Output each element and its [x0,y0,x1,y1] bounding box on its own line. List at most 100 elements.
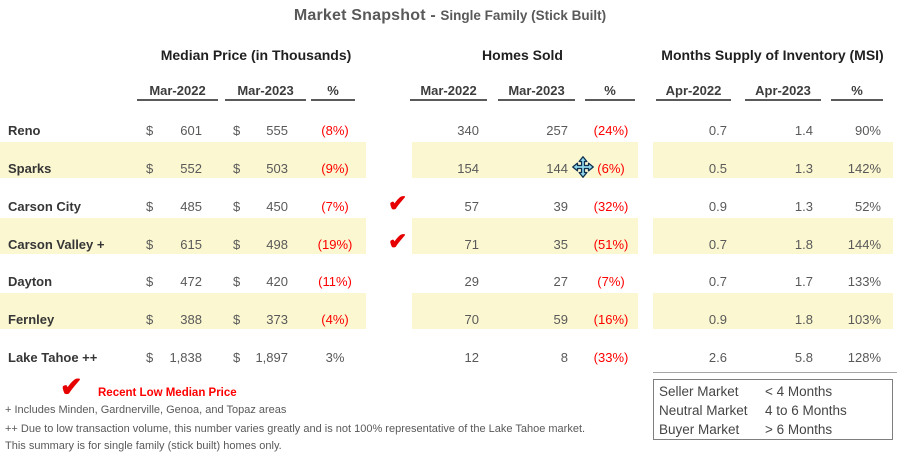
median-price-2022: 601 [180,123,202,138]
msi-2022: 0.9 [708,312,727,328]
currency-symbol: $ [233,123,241,138]
area-name: Carson City [8,198,81,214]
currency-symbol: $ [233,274,241,290]
msi-2022: 2.6 [708,350,727,366]
homes-sold-2022: 57 [464,198,479,214]
homes-sold-pct-change: (51%) [593,236,629,252]
legend-label: Buyer Market [659,422,740,437]
msi-2022: 0.9 [708,198,727,214]
median-price-2023: 373 [266,312,288,328]
median-price-pct-change: (7%) [321,198,349,214]
row-highlight-band [0,217,366,254]
homes-sold-2023: 39 [553,198,568,214]
legend-check-label: Recent Low Median Price [98,387,237,399]
msi-2022: 0.7 [708,236,727,252]
col-header-median-pct: % [311,81,355,101]
area-name: Lake Tahoe ++ [8,350,98,366]
currency-symbol: $ [233,312,241,328]
msi-2022: 0.7 [708,123,727,138]
median-price-2023: 1,897 [255,350,288,366]
table-row: Carson City $ 485 $ 450 (7%) 57 39 (32%)… [0,188,900,226]
msi-2023: 1.3 [794,198,813,214]
col-header-homes-mar2022: Mar-2022 [410,81,487,101]
msi-2023: 1.7 [794,274,813,290]
median-price-pct-change: (11%) [318,274,352,290]
median-price-2022: 615 [180,236,202,252]
median-price-pct-change: (19%) [317,236,353,252]
area-name: Reno [8,123,41,138]
median-price-2022: 1,838 [169,350,202,366]
col-header-median-mar2022: Mar-2022 [137,81,218,101]
homes-sold-2023: 257 [546,123,568,138]
move-cursor-icon [572,156,594,178]
msi-pct-change: 144% [847,236,881,252]
msi-pct-change: 90% [854,123,881,138]
footnote-summary: This summary is for single family (stick… [5,440,282,452]
currency-symbol: $ [146,198,154,214]
median-price-pct-change: 3% [325,350,345,366]
msi-pct-change: 142% [847,160,881,176]
section-header-msi: Months Supply of Inventory (MSI) [661,47,884,63]
legend-row-buyer: Buyer Market > 6 Months [659,420,892,439]
msi-2022: 0.7 [708,274,727,290]
footnote-plus: + Includes Minden, Gardnerville, Genoa, … [5,404,287,416]
col-header-msi-apr2023: Apr-2023 [745,81,821,101]
currency-symbol: $ [233,350,241,366]
row-highlight-band [412,217,638,254]
homes-sold-pct-change: (16%) [593,312,629,328]
median-price-pct-change: (8%) [321,123,349,138]
col-header-msi-apr2022: Apr-2022 [656,81,731,101]
legend-value: 4 to 6 Months [765,403,847,418]
legend-label: Seller Market [659,384,739,399]
homes-sold-pct-change: (33%) [593,350,629,366]
homes-sold-2022: 154 [457,160,479,176]
col-header-homes-pct: % [585,81,635,101]
table-row: Carson Valley + $ 615 $ 498 (19%) 71 35 … [0,217,900,264]
currency-symbol: $ [146,350,154,366]
currency-symbol: $ [233,160,241,176]
table-row: Dayton $ 472 $ 420 (11%) 29 27 (7%) 0.7 … [0,263,900,301]
legend-check-icon [60,372,83,403]
msi-2023: 1.3 [794,160,813,176]
homes-sold-2023: 59 [553,312,568,328]
row-highlight-band [0,141,366,178]
homes-sold-2022: 340 [457,123,479,138]
median-price-2022: 552 [180,160,202,176]
homes-sold-2023: 35 [553,236,568,252]
homes-sold-pct-change: (7%) [597,274,625,290]
msi-pct-change: 128% [847,350,881,366]
median-price-2022: 485 [180,198,202,214]
median-price-2022: 472 [180,274,202,290]
msi-2023: 1.8 [794,236,813,252]
title-sub: Single Family (Stick Built) [440,8,607,23]
median-price-2023: 450 [266,198,288,214]
table-row: Sparks $ 552 $ 503 (9%) 154 144 (6%) 0.5… [0,141,900,188]
msi-2023: 1.4 [794,123,813,138]
homes-sold-2023: 144 [546,160,568,176]
row-highlight-band [653,217,893,254]
median-price-pct-change: (4%) [321,312,349,328]
currency-symbol: $ [233,198,241,214]
title-main: Market Snapshot - [293,7,436,24]
legend-label: Neutral Market [659,403,748,418]
section-header-median-price: Median Price (in Thousands) [160,47,352,63]
legend-value: < 4 Months [765,384,833,399]
currency-symbol: $ [146,160,154,176]
legend-row-neutral: Neutral Market 4 to 6 Months [659,401,892,420]
homes-sold-2022: 12 [464,350,479,366]
col-header-median-mar2023: Mar-2023 [225,81,306,101]
row-highlight-band [0,293,366,330]
table-row: Fernley $ 388 $ 373 (4%) 70 59 (16%) 0.9… [0,293,900,339]
row-highlight-band [653,293,893,330]
row-highlight-band [412,293,638,330]
currency-symbol: $ [146,236,154,252]
msi-pct-change: 133% [847,274,881,290]
homes-sold-2022: 70 [464,312,479,328]
homes-sold-pct-change: (6%) [597,160,625,176]
table-row: Reno $ 601 $ 555 (8%) 340 257 (24%) 0.7 … [0,112,900,150]
msi-2022: 0.5 [708,160,727,176]
currency-symbol: $ [233,236,241,252]
col-header-homes-mar2023: Mar-2023 [498,81,575,101]
homes-sold-pct-change: (24%) [593,123,629,138]
